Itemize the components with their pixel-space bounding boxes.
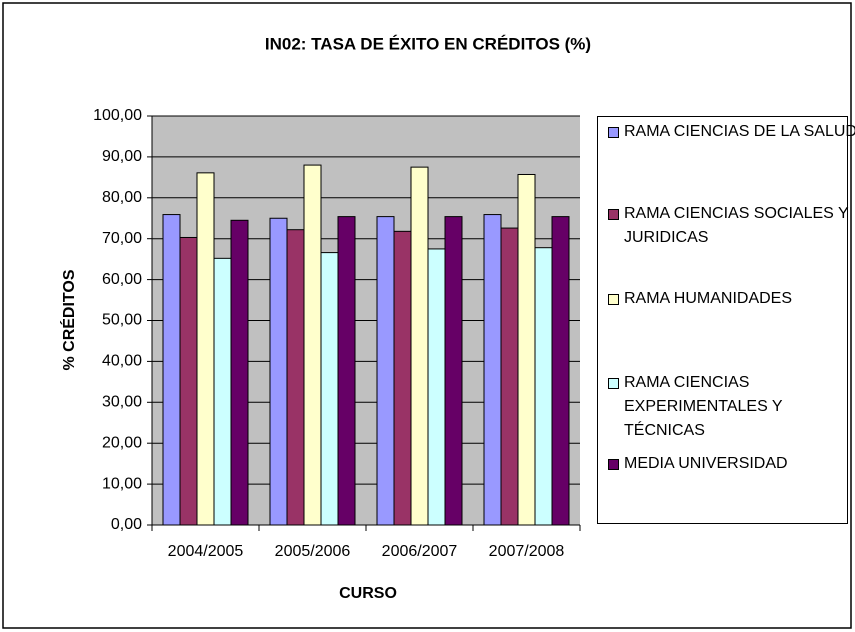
x-tick-label: 2006/2007 <box>382 543 458 560</box>
legend-swatch <box>608 378 619 389</box>
bar <box>517 173 536 526</box>
bar <box>196 172 215 526</box>
x-tick-label: 2004/2005 <box>168 543 244 560</box>
x-tick-label: 2007/2008 <box>489 543 565 560</box>
y-tick-label: 100,00 <box>93 107 142 124</box>
bar <box>500 227 519 526</box>
legend-entry: RAMA CIENCIAS SOCIALES Y JURIDICAS <box>608 202 855 250</box>
legend-label: RAMA CIENCIAS EXPERIMENTALES Y TÉCNICAS <box>624 374 783 439</box>
y-axis-title: % CRÉDITOS <box>59 269 78 370</box>
chart-title: IN02: TASA DE ÉXITO EN CRÉDITOS (%) <box>265 34 591 53</box>
legend-entry: RAMA HUMANIDADES <box>608 287 855 311</box>
bar <box>483 214 502 526</box>
bar <box>320 252 339 526</box>
bar <box>213 257 232 526</box>
bar <box>230 219 249 526</box>
bar <box>376 216 395 526</box>
x-axis-title: CURSO <box>339 585 397 602</box>
legend-entry: RAMA CIENCIAS DE LA SALUD <box>608 120 855 144</box>
y-tick-label: 20,00 <box>102 434 142 451</box>
legend-swatch <box>608 294 619 305</box>
y-tick-label: 40,00 <box>102 353 142 370</box>
legend-label: RAMA CIENCIAS SOCIALES Y JURIDICAS <box>624 205 849 246</box>
y-tick-label: 90,00 <box>102 148 142 165</box>
legend-swatch <box>608 127 619 138</box>
bar <box>303 164 322 526</box>
bar <box>162 214 181 526</box>
bar <box>286 229 305 526</box>
legend-entry: RAMA CIENCIAS EXPERIMENTALES Y TÉCNICAS <box>608 371 855 443</box>
legend-label: RAMA CIENCIAS DE LA SALUD <box>624 123 855 140</box>
bar <box>551 216 570 526</box>
y-tick-label: 70,00 <box>102 230 142 247</box>
legend: RAMA CIENCIAS DE LA SALUD RAMA CIENCIAS S… <box>597 116 855 524</box>
bar <box>534 247 553 526</box>
bar <box>269 217 288 526</box>
legend-label: MEDIA UNIVERSIDAD <box>624 455 788 472</box>
y-tick-label: 60,00 <box>102 271 142 288</box>
bar <box>444 216 463 526</box>
bar <box>179 236 198 526</box>
y-tick-label: 0,00 <box>111 516 142 533</box>
bar <box>427 248 446 526</box>
legend-label: RAMA HUMANIDADES <box>624 290 793 307</box>
legend-entry: MEDIA UNIVERSIDAD <box>608 452 855 476</box>
x-tick-label: 2005/2006 <box>275 543 351 560</box>
y-tick-label: 10,00 <box>102 475 142 492</box>
bar <box>393 230 412 526</box>
y-tick-label: 80,00 <box>102 189 142 206</box>
bar <box>337 216 356 526</box>
legend-swatch <box>608 209 619 220</box>
y-tick-label: 50,00 <box>102 312 142 329</box>
legend-swatch <box>608 459 619 470</box>
bar <box>410 166 429 526</box>
y-tick-label: 30,00 <box>102 394 142 411</box>
